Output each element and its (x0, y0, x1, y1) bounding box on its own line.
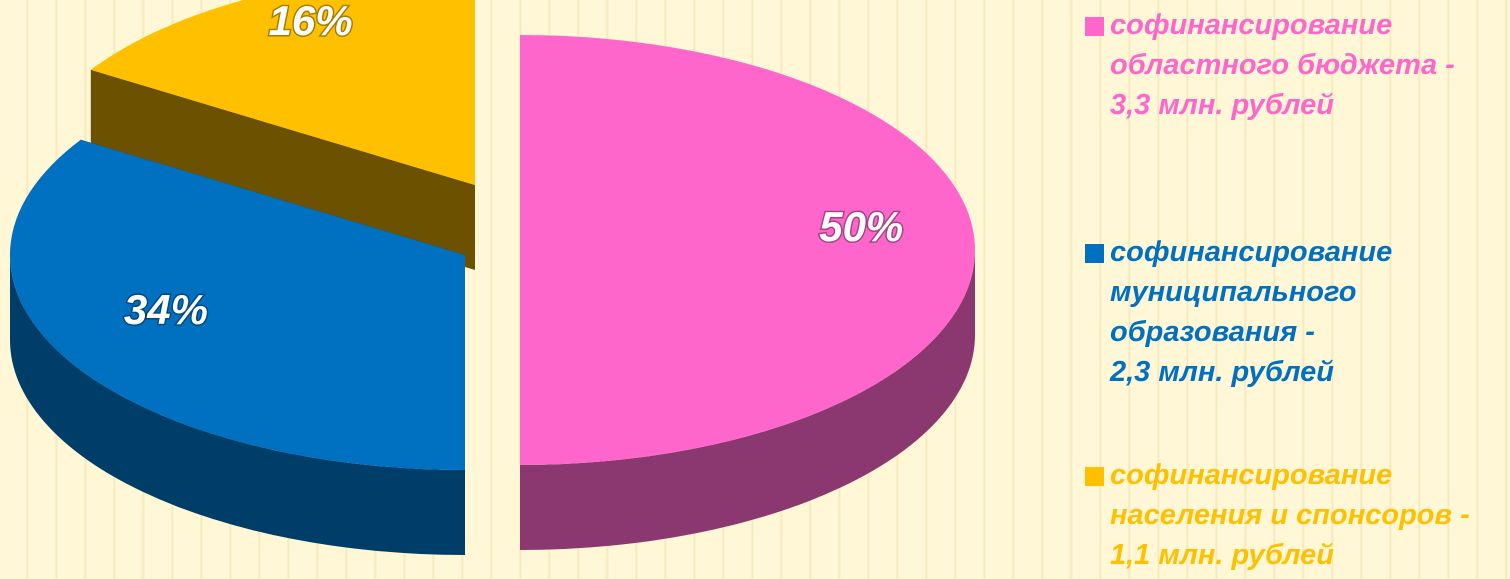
data-label: 34% (124, 286, 208, 333)
data-label: 16% (269, 0, 353, 44)
legend-item: софинансирование областного бюджета - 3,… (1085, 5, 1455, 125)
slice-wall (10, 255, 465, 555)
legend-item: софинансирование населения и спонсоров -… (1085, 455, 1470, 575)
slice (520, 35, 975, 465)
data-label: 50% (819, 203, 903, 250)
legend-swatch (1085, 467, 1104, 486)
slice (9, 139, 465, 471)
legend-label: софинансирование областного бюджета - 3,… (1110, 9, 1455, 121)
legend-swatch (1085, 244, 1104, 263)
legend-label: софинансирование населения и спонсоров -… (1110, 459, 1470, 571)
pie-chart: 50% 34% 16% (9, 0, 975, 555)
slice (90, 0, 475, 185)
legend-swatch (1085, 17, 1104, 36)
legend-label: софинансирование муниципального образова… (1110, 236, 1393, 388)
legend-item: софинансирование муниципального образова… (1085, 232, 1392, 392)
slice-wall (520, 250, 975, 550)
slice-side (90, 69, 476, 270)
